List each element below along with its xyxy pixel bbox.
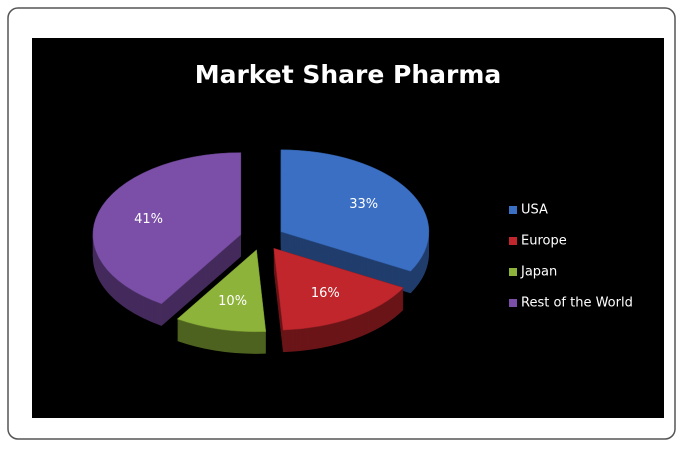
legend-label: USA [521,203,548,218]
legend-label: Rest of the World [521,296,633,311]
data-label: 10% [218,294,247,309]
pie: 33% 16% 10% 41% [92,149,430,354]
legend-swatch [509,206,517,214]
legend-swatch [509,268,517,276]
legend-swatch [509,299,517,307]
legend-label: Japan [520,265,557,280]
data-label: 33% [349,197,378,212]
chart-title: Market Share Pharma [195,60,502,89]
legend-label: Europe [521,234,567,249]
slice [280,149,430,272]
legend-swatch [509,237,517,245]
data-label: 16% [311,286,340,301]
slice [92,152,242,305]
slice [176,249,267,333]
legend: USA Europe Japan Rest of the World [509,203,633,311]
data-label: 41% [134,212,163,227]
slice [273,247,404,331]
